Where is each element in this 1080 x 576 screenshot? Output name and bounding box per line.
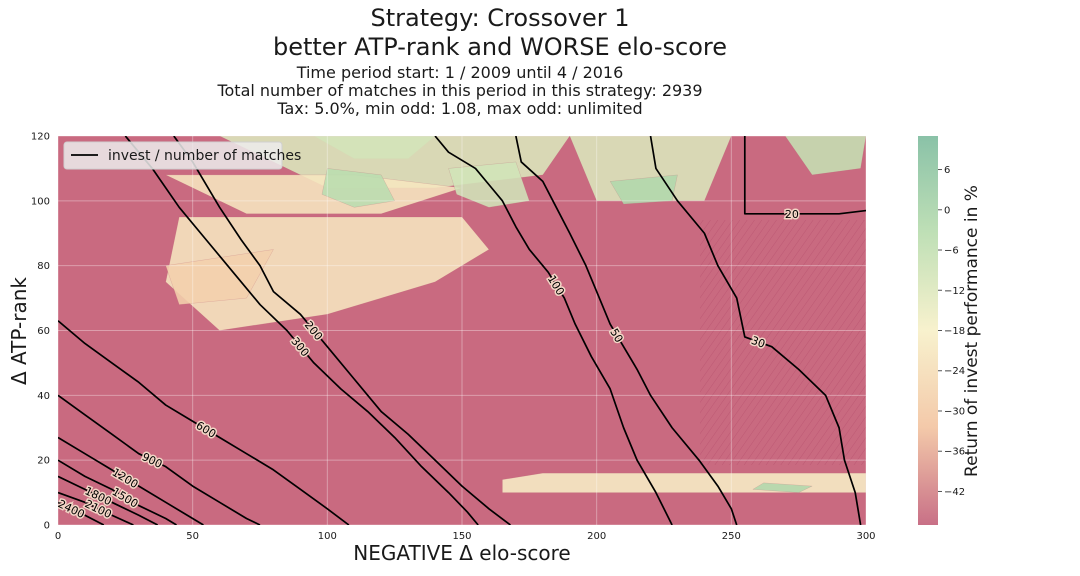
y-tick-label: 80 [37, 261, 50, 272]
contour-line [58, 491, 134, 525]
x-tick-label: 200 [587, 531, 606, 542]
performance-region [609, 174, 678, 205]
chart-title-line-2: better ATP-rank and WORSE elo-score [272, 33, 728, 61]
colorbar-tick-label: −18 [944, 326, 965, 337]
contour-line [58, 394, 261, 525]
x-tick-label: 150 [452, 531, 471, 542]
performance-region [784, 136, 866, 176]
colorbar-tick-label: −6 [944, 246, 959, 257]
colorbar-tick-label: 0 [944, 205, 950, 216]
dense-contour-texture [700, 220, 866, 465]
x-tick-label: 250 [722, 531, 741, 542]
colorbar-label: Return of invest performance in % [962, 185, 982, 477]
performance-regions [165, 136, 866, 493]
colorbar: 6 0 −6 −12 −18 −24 −30 −36 −42 Return of invest … [918, 136, 982, 525]
colorbar-ticks: 6 0 −6 −12 −18 −24 −30 −36 −42 [938, 165, 965, 498]
y-tick-label: 100 [31, 196, 50, 207]
contour-line [58, 501, 105, 525]
performance-region [165, 249, 274, 305]
y-tick-label: 40 [37, 391, 50, 402]
x-tick-label: 300 [856, 531, 875, 542]
y-tick-label: 20 [37, 456, 50, 467]
contour-label: 30 [749, 334, 767, 351]
contour-line [434, 136, 673, 525]
y-tick-label: 120 [31, 132, 50, 143]
performance-region [752, 482, 813, 493]
chart-title-line-1: Strategy: Crossover 1 [370, 4, 630, 32]
contour-line [649, 136, 862, 525]
contour-label: 20 [785, 208, 799, 221]
chart-subtitle-line-1: Time period start: 1 / 2009 until 4 / 20… [296, 63, 624, 82]
colorbar-tick-label: −30 [944, 406, 965, 417]
y-axis-label: Δ ATP-rank [7, 277, 31, 385]
grid-lines [58, 136, 866, 525]
legend-box [63, 141, 283, 170]
colorbar-scale [918, 136, 938, 525]
contour-line [124, 136, 479, 525]
legend-label: invest / number of matches [108, 148, 301, 164]
chart-subtitle-line-2: Total number of matches in this period i… [217, 81, 703, 100]
colorbar-tick-label: 6 [944, 165, 950, 176]
plot-area: 2030501002003006009001200150018002100240… [58, 136, 866, 525]
performance-region [502, 472, 866, 493]
y-tick-label: 0 [44, 521, 50, 532]
x-tick-label: 50 [186, 531, 199, 542]
x-tick-label: 0 [55, 531, 61, 542]
colorbar-tick-label: −36 [944, 447, 965, 458]
contour-line [173, 136, 511, 525]
performance-region [165, 174, 463, 215]
legend: invest / number of matches [63, 141, 301, 170]
colorbar-tick-label: −42 [944, 487, 965, 498]
chart-subtitle-line-3: Tax: 5.0%, min odd: 1.08, max odd: unlim… [277, 99, 643, 118]
contour-line [58, 436, 204, 525]
colorbar-tick-label: −12 [944, 286, 965, 297]
colorbar-tick-label: −24 [944, 366, 965, 377]
contour-line [515, 136, 738, 525]
y-axis-ticks: 0 20 40 60 80 100 120 [31, 132, 50, 532]
x-axis-label: NEGATIVE Δ elo-score [353, 541, 570, 565]
y-tick-label: 60 [37, 326, 50, 337]
contour-line [58, 320, 350, 525]
performance-region [321, 168, 395, 208]
x-tick-label: 100 [318, 531, 337, 542]
contour-line [58, 459, 177, 525]
contour-line [58, 475, 159, 525]
contour-line [743, 136, 866, 215]
x-axis-ticks: 0 50 100 150 200 250 300 [55, 531, 876, 542]
